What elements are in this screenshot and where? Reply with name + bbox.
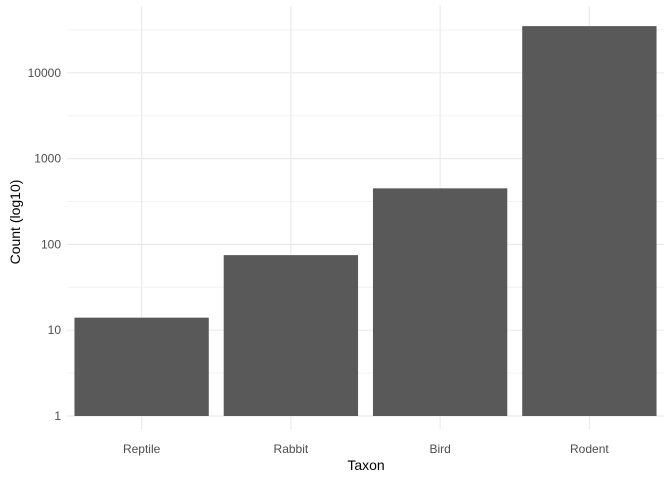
bar-rabbit [223, 255, 359, 416]
x-tick-label: Rodent [570, 442, 609, 456]
y-axis-title: Count (log10) [7, 180, 23, 265]
y-axis-tick-labels: 1 10 100 1000 10000 [28, 66, 62, 423]
x-axis-tick-labels: Reptile Rabbit Bird Rodent [123, 442, 609, 456]
bar-rodent [522, 26, 657, 417]
y-tick-label: 10000 [28, 66, 62, 80]
bars [74, 26, 657, 417]
y-tick-label: 100 [41, 237, 61, 251]
y-tick-label: 10 [48, 323, 62, 337]
y-tick-label: 1000 [34, 152, 61, 166]
x-tick-label: Reptile [123, 442, 161, 456]
y-tick-label: 1 [54, 409, 61, 423]
x-tick-label: Rabbit [274, 442, 309, 456]
bar-reptile [74, 317, 209, 416]
bar-bird [372, 188, 508, 416]
x-axis-title: Taxon [347, 457, 384, 473]
x-tick-label: Bird [429, 442, 450, 456]
